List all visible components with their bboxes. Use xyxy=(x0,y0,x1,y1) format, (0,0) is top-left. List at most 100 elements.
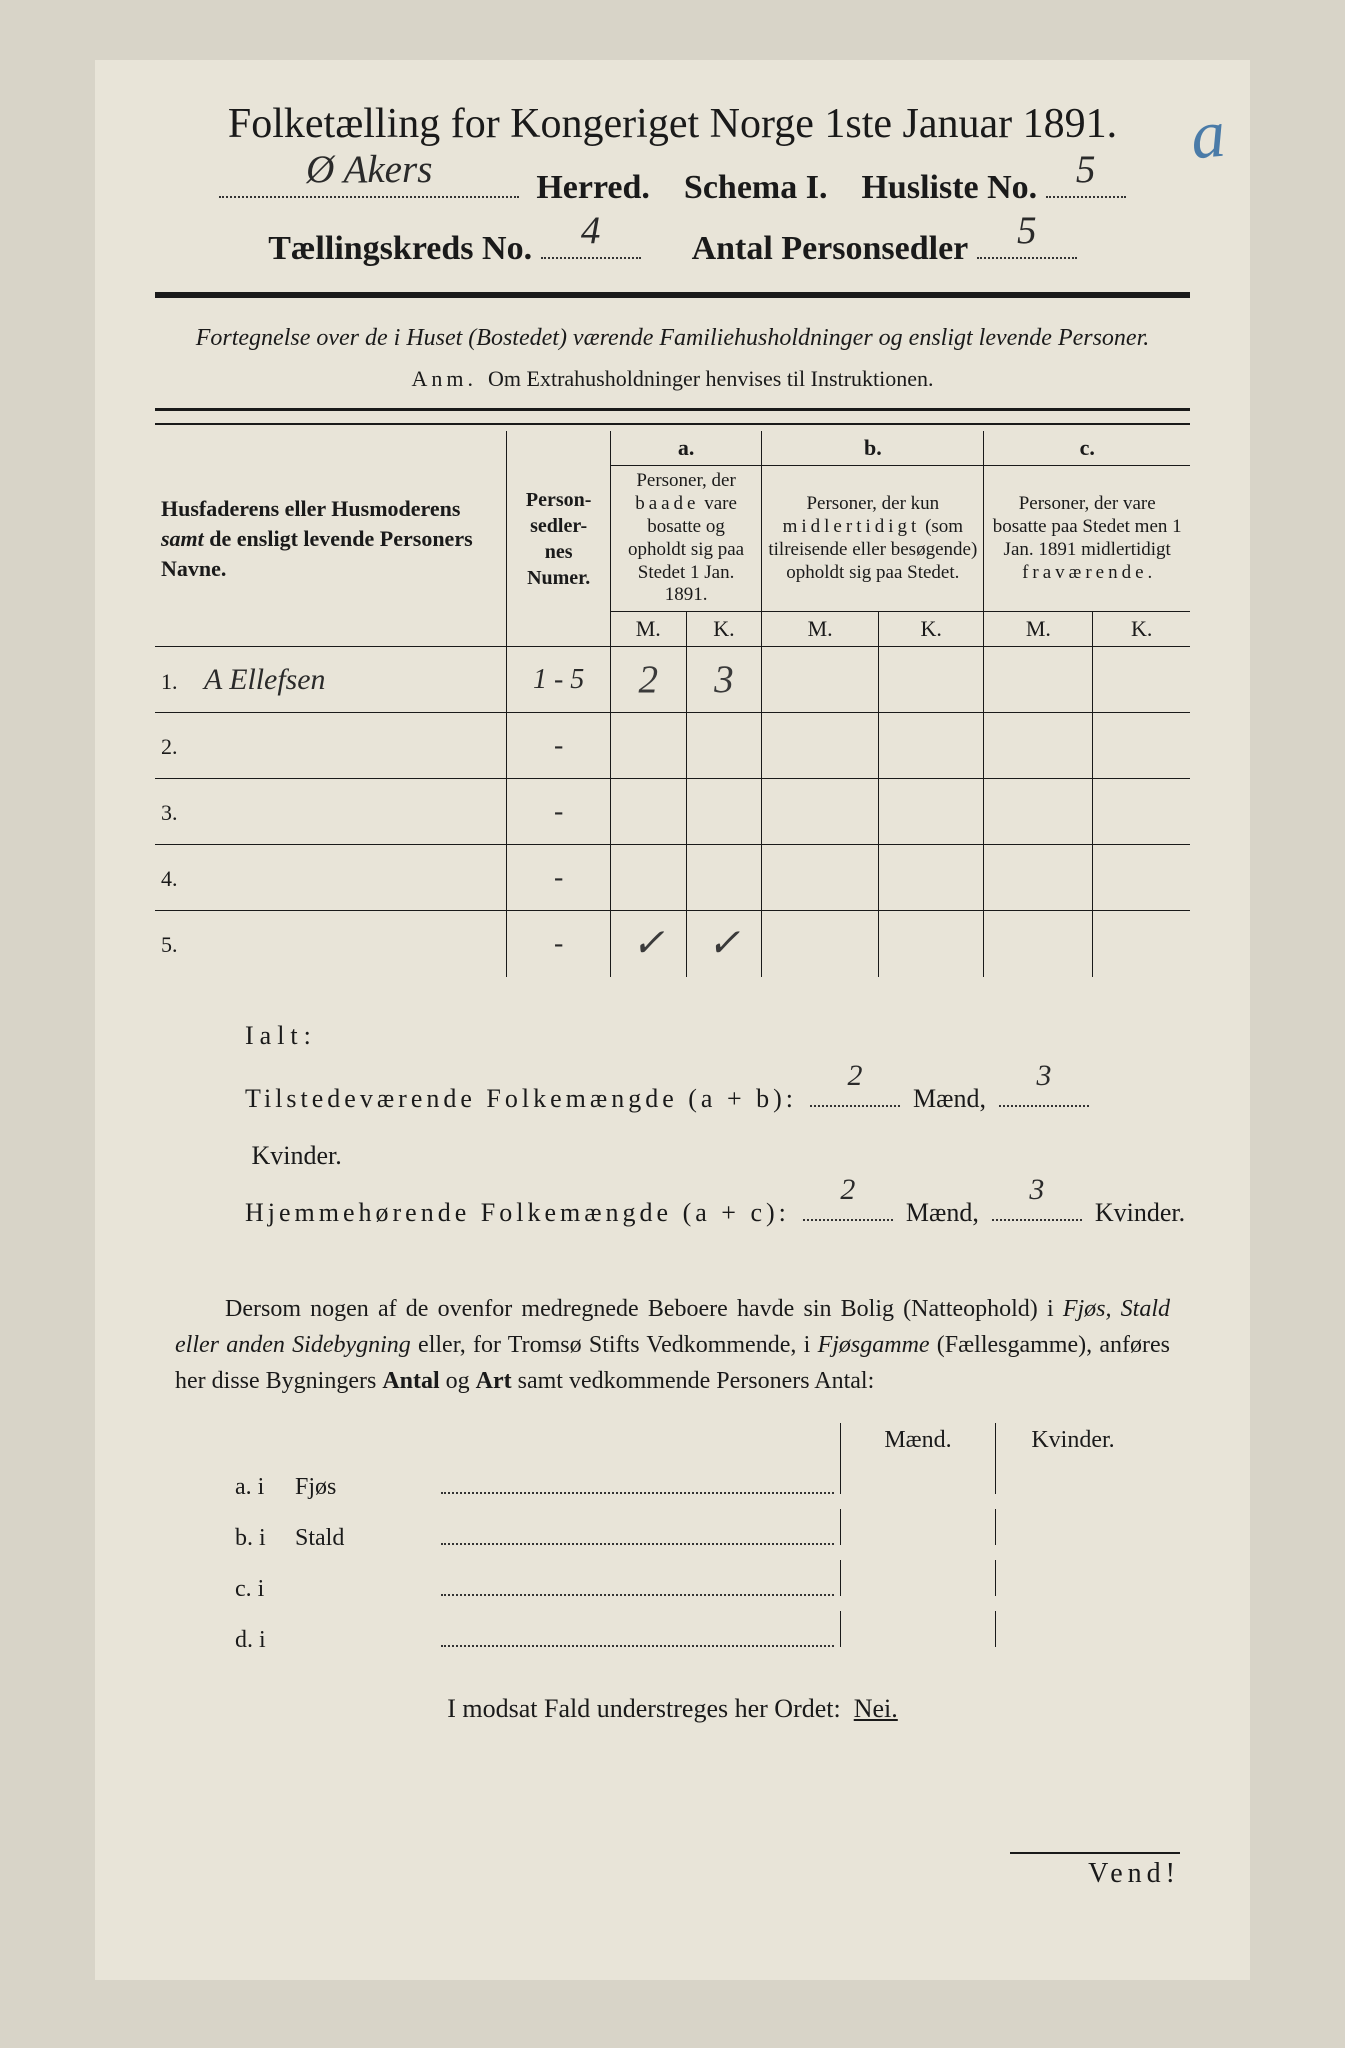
row-c-m xyxy=(984,779,1093,845)
row-a-m xyxy=(610,779,686,845)
nei-pre: I modsat Fald understreges her Ordet: xyxy=(447,1694,841,1723)
ob-maend-label: Mænd. xyxy=(841,1423,996,1458)
row-c-m xyxy=(984,911,1093,977)
row-numer-cell: 1 - 5 xyxy=(507,647,611,713)
hjemme-label: Hjemmehørende Folkemængde (a + c): xyxy=(245,1198,790,1227)
tilstede-m-hw: 2 xyxy=(848,1043,863,1109)
col-b-m: M. xyxy=(762,612,879,647)
header-line-2: Tællingskreds No. 4 Antal Personsedler 5 xyxy=(155,223,1190,274)
anm-label: Anm. xyxy=(412,366,478,391)
row-name-cell: 1. A Ellefsen xyxy=(155,647,507,713)
row-b-k xyxy=(878,845,983,911)
sub-divider-1 xyxy=(155,408,1190,411)
row-name-cell: 2. xyxy=(155,713,507,779)
herred-label: Herred. xyxy=(536,169,650,206)
row-name-cell: 5. xyxy=(155,911,507,977)
row-b-m xyxy=(762,779,879,845)
ob-row-mk xyxy=(840,1611,1150,1647)
vend-label: Vend! xyxy=(1010,1852,1180,1890)
col-a-m: M. xyxy=(610,612,686,647)
ob-row-dots xyxy=(441,1521,834,1545)
row-b-k xyxy=(878,911,983,977)
col-head-numer: Person-sedler-nesNumer. xyxy=(507,431,611,646)
totals-block: Ialt: Tilstedeværende Folkemængde (a + b… xyxy=(245,1007,1190,1242)
anm-line: Anm. Om Extrahusholdninger henvises til … xyxy=(155,366,1190,392)
row-a-k xyxy=(686,845,762,911)
outbuilding-row: d. i xyxy=(235,1611,1150,1654)
kvinder-label-1: Kvinder. xyxy=(252,1141,342,1170)
ob-row-label: c. i xyxy=(235,1576,295,1603)
corner-annotation-a: a xyxy=(1188,94,1229,176)
ob-row-dots xyxy=(441,1470,834,1494)
outbuildings-block: Mænd. Kvinder. a. iFjøs b. iStald c. i d. i xyxy=(235,1423,1150,1654)
row-name-cell: 4. xyxy=(155,845,507,911)
hjemme-k-hw: 3 xyxy=(1029,1157,1044,1223)
table-row: 1. A Ellefsen1 - 523 xyxy=(155,647,1190,713)
totals-line-1: Tilstedeværende Folkemængde (a + b): 2 M… xyxy=(245,1070,1190,1184)
table-row: 5. -✓✓ xyxy=(155,911,1190,977)
maend-label-1: Mænd, xyxy=(913,1084,986,1113)
ob-row-mk xyxy=(840,1509,1150,1545)
husliste-handwritten: 5 xyxy=(1076,141,1096,200)
ob-row-mk xyxy=(840,1560,1150,1596)
row-c-m xyxy=(984,845,1093,911)
row-b-k xyxy=(878,713,983,779)
row-name-cell: 3. xyxy=(155,779,507,845)
row-c-m xyxy=(984,647,1093,713)
row-a-k xyxy=(686,713,762,779)
ob-row-label: a. i xyxy=(235,1474,295,1501)
outbuilding-row: c. i xyxy=(235,1560,1150,1603)
personsedler-handwritten: 5 xyxy=(1017,202,1037,261)
census-table-body: 1. A Ellefsen1 - 5232. -3. -4. -5. -✓✓ xyxy=(155,647,1190,977)
col-head-c-text: Personer, der vare bosatte paa Stedet me… xyxy=(984,466,1190,612)
row-b-k xyxy=(878,779,983,845)
kreds-handwritten: 4 xyxy=(581,202,601,261)
row-c-k xyxy=(1093,779,1190,845)
row-c-k xyxy=(1093,911,1190,977)
row-a-m xyxy=(610,845,686,911)
tilstede-label: Tilstedeværende Folkemængde (a + b): xyxy=(245,1084,797,1113)
ob-row-mk xyxy=(840,1458,1150,1494)
totals-line-2: Hjemmehørende Folkemængde (a + c): 2 Mæn… xyxy=(245,1184,1190,1241)
ob-kvinder-label: Kvinder. xyxy=(996,1423,1150,1458)
maend-label-2: Mænd, xyxy=(906,1198,979,1227)
husliste-label: Husliste No. xyxy=(861,169,1037,206)
ob-mk-header: Mænd. Kvinder. xyxy=(840,1423,1150,1458)
row-c-k xyxy=(1093,713,1190,779)
col-head-a-letter: a. xyxy=(610,431,761,466)
ob-row-label: d. i xyxy=(235,1627,295,1654)
outbuilding-row: a. iFjøs xyxy=(235,1458,1150,1501)
outbuildings-rows: a. iFjøs b. iStald c. i d. i xyxy=(235,1458,1150,1654)
row-numer-cell: - xyxy=(507,845,611,911)
ob-row-dots xyxy=(441,1572,834,1596)
nei-word: Nei. xyxy=(854,1694,898,1723)
row-a-m xyxy=(610,713,686,779)
table-row: 3. - xyxy=(155,779,1190,845)
instruction-text: Fortegnelse over de i Huset (Bostedet) v… xyxy=(185,322,1160,354)
row-a-k: 3 xyxy=(686,647,762,713)
personsedler-label: Antal Personsedler xyxy=(692,230,969,267)
nei-line: I modsat Fald understreges her Ordet: Ne… xyxy=(155,1694,1190,1724)
outbuildings-paragraph: Dersom nogen af de ovenfor medregnede Be… xyxy=(175,1291,1170,1399)
table-row: 2. - xyxy=(155,713,1190,779)
thick-divider xyxy=(155,292,1190,298)
row-numer-cell: - xyxy=(507,713,611,779)
kreds-label: Tællingskreds No. xyxy=(268,230,532,267)
col-head-names: Husfaderens eller Husmoderens samt de en… xyxy=(155,431,507,646)
table-row: 4. - xyxy=(155,845,1190,911)
col-c-k: K. xyxy=(1093,612,1190,647)
herred-handwritten: Ø Akers xyxy=(306,141,432,200)
schema-label: Schema I. xyxy=(684,169,828,206)
row-a-m: ✓ xyxy=(610,911,686,977)
kvinder-label-2: Kvinder. xyxy=(1095,1198,1185,1227)
row-a-m: 2 xyxy=(610,647,686,713)
row-b-k xyxy=(878,647,983,713)
outbuilding-row: b. iStald xyxy=(235,1509,1150,1552)
ob-row-label: b. i xyxy=(235,1525,295,1552)
census-table: Husfaderens eller Husmoderens samt de en… xyxy=(155,431,1190,976)
col-head-b-text: Personer, der kun midlertidigt (som tilr… xyxy=(762,466,984,612)
col-b-k: K. xyxy=(878,612,983,647)
hjemme-m-hw: 2 xyxy=(840,1157,855,1223)
row-b-m xyxy=(762,713,879,779)
row-c-k xyxy=(1093,845,1190,911)
